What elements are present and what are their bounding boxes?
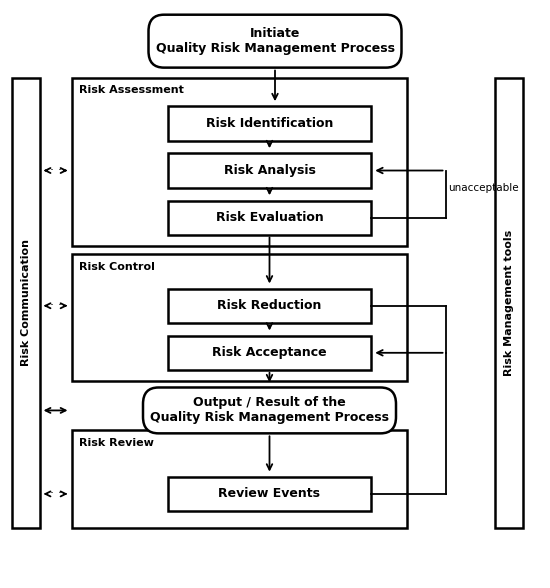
FancyBboxPatch shape [143,387,396,433]
Text: Output / Result of the
Quality Risk Management Process: Output / Result of the Quality Risk Mana… [150,396,389,425]
Bar [72,430,407,528]
Text: Risk Review: Risk Review [79,438,154,448]
Bar [72,254,407,381]
Text: Risk Identification: Risk Identification [206,117,333,130]
Text: Risk Management tools: Risk Management tools [504,230,514,376]
Text: Initiate
Quality Risk Management Process: Initiate Quality Risk Management Process [156,27,394,55]
Bar [72,78,407,246]
Text: Risk Assessment: Risk Assessment [79,85,184,95]
Bar [168,153,371,188]
Bar [168,201,371,235]
Bar [168,477,371,511]
Bar [168,106,371,141]
Text: unacceptable: unacceptable [448,183,519,193]
Bar [168,336,371,370]
Text: Risk Communication: Risk Communication [21,239,31,366]
Bar [12,78,40,528]
Text: · ·: · · [50,299,62,312]
Text: Risk Evaluation: Risk Evaluation [216,211,323,224]
Text: Risk Control: Risk Control [79,262,155,272]
Bar [168,289,371,323]
Text: Risk Analysis: Risk Analysis [223,164,316,177]
Text: · ·: · · [50,164,62,177]
FancyBboxPatch shape [148,15,402,68]
Bar [495,78,522,528]
Text: Review Events: Review Events [218,487,321,500]
Text: · ·: · · [50,487,62,500]
Text: Risk Acceptance: Risk Acceptance [212,346,327,359]
Text: Risk Reduction: Risk Reduction [217,299,322,312]
